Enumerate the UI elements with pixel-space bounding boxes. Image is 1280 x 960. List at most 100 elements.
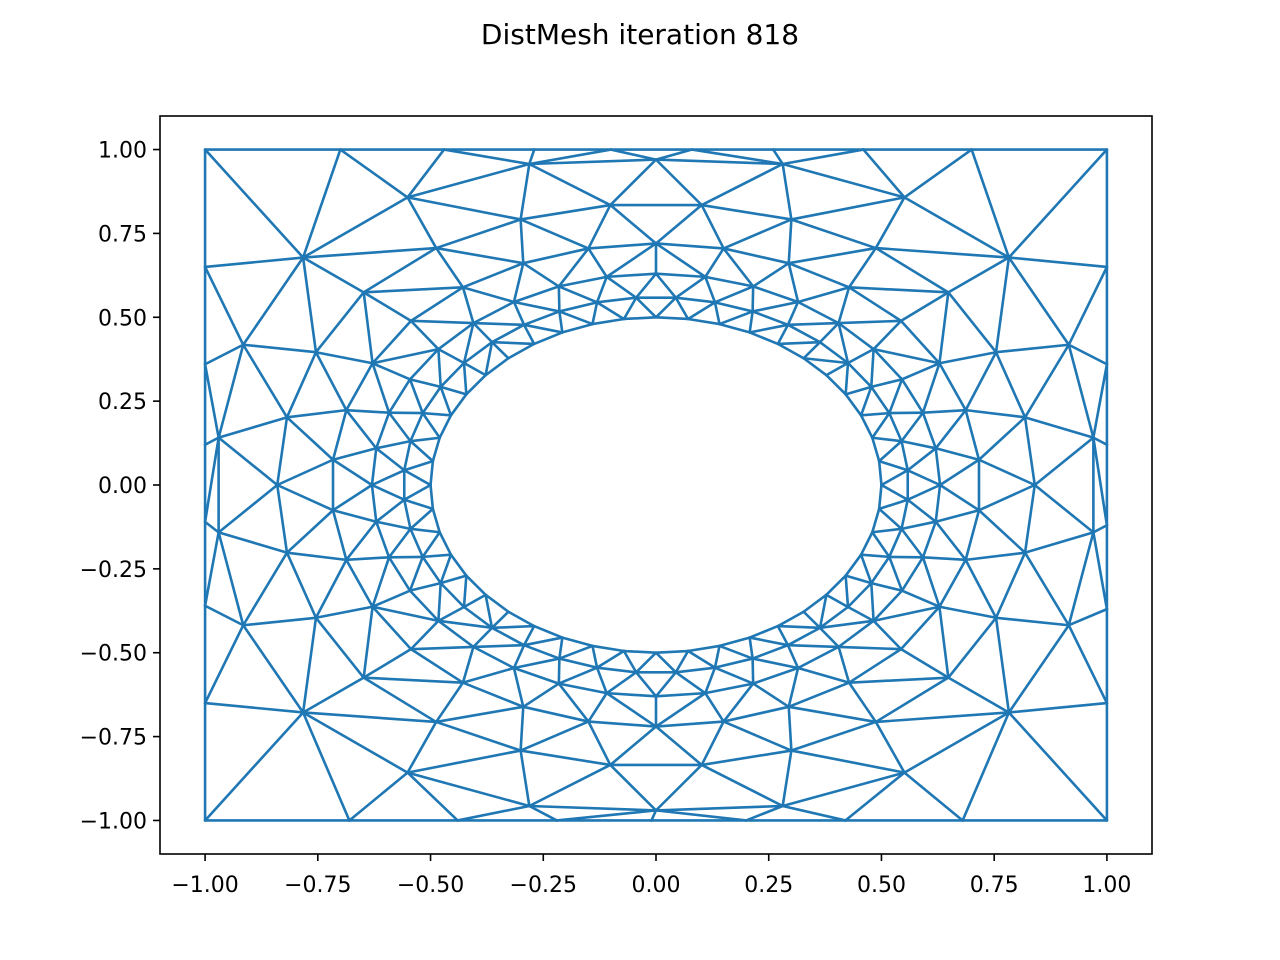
mesh-edge bbox=[557, 285, 561, 313]
mesh-edge bbox=[787, 246, 878, 265]
mesh-edge bbox=[285, 416, 335, 462]
mesh-edge bbox=[331, 458, 374, 487]
mesh-edge bbox=[776, 340, 822, 346]
mesh-edge bbox=[844, 385, 873, 396]
mesh-edge bbox=[461, 286, 516, 304]
mesh-edge bbox=[371, 361, 391, 415]
x-tick-label: −0.75 bbox=[284, 873, 351, 898]
mesh-edge bbox=[431, 507, 441, 534]
mesh-edge bbox=[1023, 483, 1037, 554]
mesh-edge bbox=[331, 508, 348, 562]
mesh-edge bbox=[686, 649, 717, 669]
mesh-edge bbox=[301, 616, 318, 714]
mesh-edge bbox=[402, 483, 432, 502]
mesh-edge bbox=[781, 804, 847, 822]
mesh-edge bbox=[722, 247, 755, 288]
mesh-edge bbox=[461, 666, 516, 684]
mesh-edge bbox=[713, 666, 755, 685]
mesh-edge bbox=[654, 203, 703, 245]
mesh-edge bbox=[634, 670, 658, 698]
mesh-edge bbox=[522, 636, 564, 647]
mesh-edge bbox=[402, 459, 435, 472]
mesh-edge bbox=[461, 645, 475, 684]
mesh-edge bbox=[846, 361, 873, 389]
mesh-edge bbox=[802, 356, 828, 377]
mesh-edge bbox=[874, 711, 1011, 724]
mesh-edge bbox=[1007, 148, 1109, 259]
mesh-edge bbox=[203, 436, 220, 447]
mesh-edge bbox=[977, 508, 1027, 554]
mesh-edge bbox=[1023, 551, 1071, 627]
mesh-edge bbox=[634, 296, 658, 319]
mesh-edge bbox=[899, 319, 941, 365]
mesh-edge bbox=[899, 605, 941, 651]
mesh-edge bbox=[994, 256, 1011, 354]
mesh-edge bbox=[314, 350, 348, 412]
mesh-edge bbox=[374, 439, 412, 450]
mesh-edge bbox=[654, 158, 703, 207]
mesh-edge bbox=[786, 643, 840, 649]
mesh-edge bbox=[362, 291, 374, 365]
mesh-edge bbox=[1067, 265, 1109, 347]
mesh-edge bbox=[899, 647, 950, 679]
mesh-edge bbox=[558, 644, 594, 660]
mesh-edge bbox=[900, 555, 925, 592]
mesh-edge bbox=[1023, 343, 1071, 419]
mesh-edge bbox=[704, 682, 755, 695]
mesh-edge bbox=[869, 378, 904, 389]
mesh-edge bbox=[862, 148, 906, 199]
mesh-edge bbox=[877, 459, 910, 472]
mesh-edge bbox=[1007, 711, 1109, 822]
mesh-edge bbox=[650, 809, 658, 822]
mesh-edge bbox=[465, 574, 487, 597]
mesh-edge bbox=[900, 439, 910, 472]
mesh-edge bbox=[921, 408, 967, 415]
mesh-edge bbox=[558, 636, 564, 660]
mesh-edge bbox=[519, 203, 612, 221]
mesh-edge bbox=[722, 247, 791, 265]
mesh-edge bbox=[786, 643, 800, 670]
mesh-edge bbox=[241, 343, 318, 354]
mesh-edge bbox=[751, 285, 800, 304]
mesh-edge bbox=[947, 616, 998, 679]
mesh-edge bbox=[472, 321, 494, 344]
mesh-edge bbox=[609, 203, 658, 245]
mesh-edge bbox=[964, 558, 998, 620]
mesh-edge bbox=[437, 347, 466, 365]
mesh-edge bbox=[713, 285, 755, 304]
mesh-edge bbox=[877, 459, 883, 487]
mesh-edge bbox=[1007, 256, 1109, 269]
mesh-edge bbox=[1092, 436, 1109, 447]
mesh-edge bbox=[331, 483, 374, 512]
mesh-edge bbox=[484, 593, 494, 630]
mesh-edge bbox=[1067, 607, 1109, 627]
mesh-edge bbox=[241, 551, 289, 627]
mesh-edge bbox=[275, 416, 289, 487]
mesh-edge bbox=[285, 508, 335, 554]
mesh-edge bbox=[872, 347, 904, 381]
mesh-edge bbox=[1007, 701, 1109, 714]
mesh-edge bbox=[818, 605, 850, 630]
y-tick-label: −0.25 bbox=[80, 558, 147, 583]
mesh-edge bbox=[472, 300, 516, 325]
mesh-edge bbox=[439, 553, 453, 585]
mesh-edge bbox=[512, 666, 525, 709]
mesh-edge bbox=[874, 720, 906, 774]
mesh-edge bbox=[1067, 343, 1109, 366]
mesh-edge bbox=[847, 286, 950, 294]
mesh-edge bbox=[421, 411, 441, 440]
mesh-edge bbox=[994, 616, 1011, 714]
mesh-edge bbox=[374, 520, 412, 531]
mesh-edge bbox=[700, 749, 793, 767]
mesh-edge bbox=[557, 275, 608, 288]
y-tick-label: −0.75 bbox=[80, 726, 147, 751]
mesh-edge bbox=[465, 373, 487, 396]
mesh-edge bbox=[461, 261, 525, 289]
mesh-edge bbox=[1033, 483, 1095, 534]
mesh-edge bbox=[869, 555, 891, 585]
mesh-edge bbox=[522, 310, 561, 327]
mesh-edge bbox=[751, 643, 790, 660]
mesh-edge bbox=[362, 286, 465, 294]
mesh-edge bbox=[521, 261, 561, 288]
mesh-edge bbox=[776, 624, 822, 630]
